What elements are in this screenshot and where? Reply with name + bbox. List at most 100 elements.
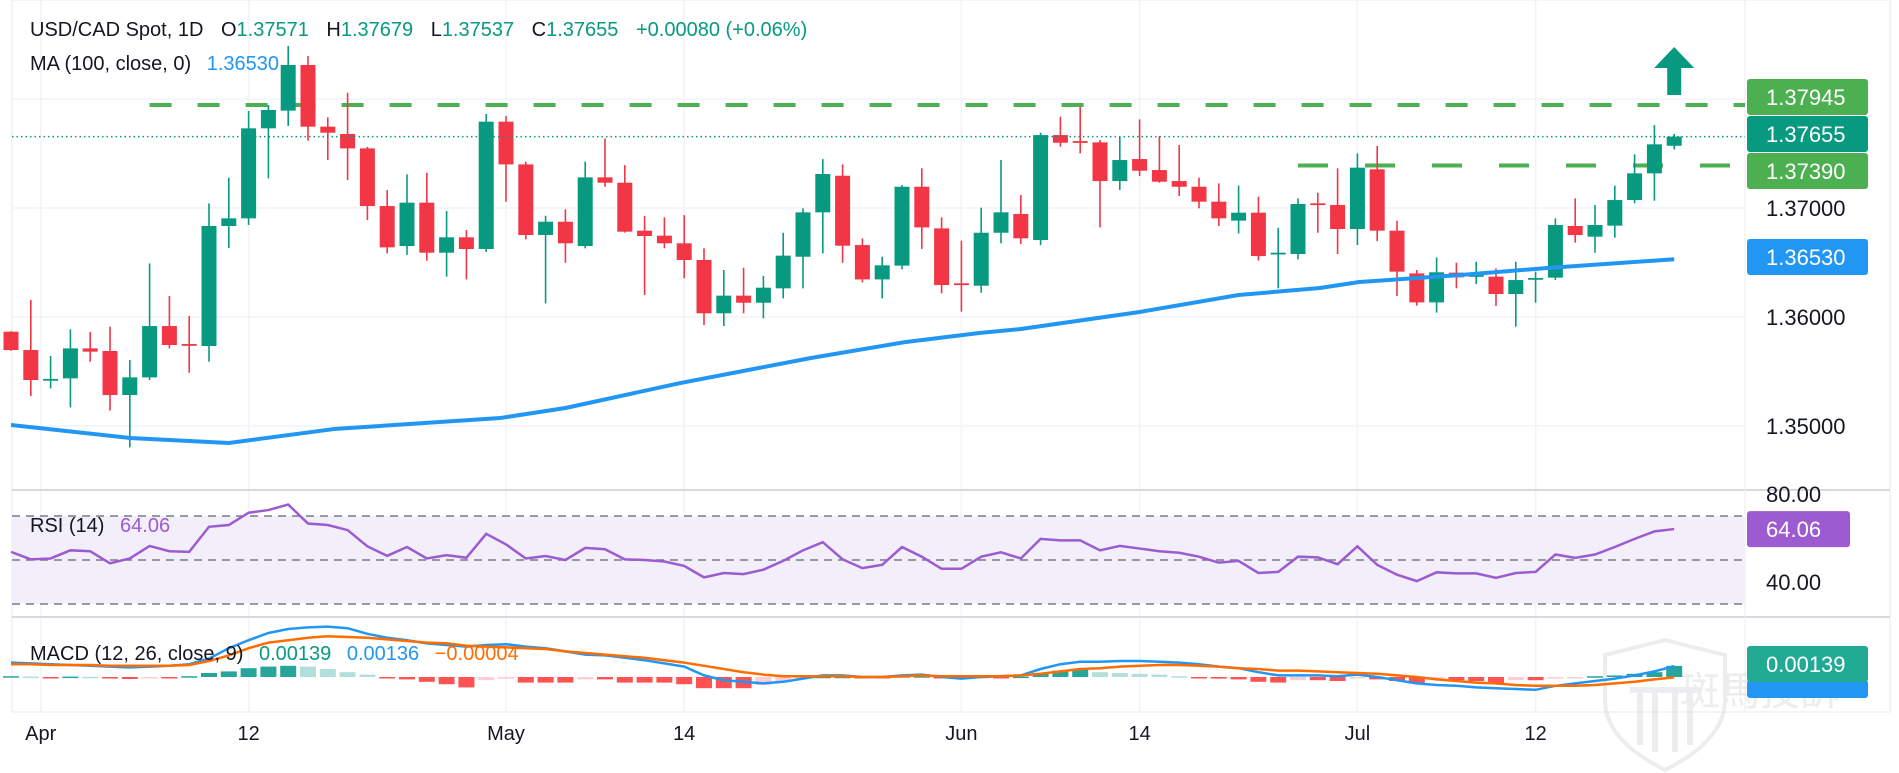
candle (716, 270, 732, 327)
macd-hist-bar (913, 676, 930, 678)
date-tick-label: 12 (237, 723, 259, 745)
macd-hist-value: 0.00139 (259, 643, 331, 665)
candle (1389, 220, 1405, 296)
price-levels (149, 102, 1745, 168)
candle-body (1646, 144, 1662, 174)
candle-body (1290, 203, 1306, 254)
candle (122, 360, 138, 448)
rsi-level-lines (12, 515, 1745, 605)
candle-body (637, 230, 653, 237)
candle-body (359, 148, 375, 207)
macd-hist-bar (418, 677, 435, 682)
macd-hist-bar (1646, 672, 1663, 677)
candle-body (280, 64, 296, 111)
macd-hist-bar (1507, 677, 1524, 681)
candle (953, 240, 969, 312)
candle (1151, 136, 1167, 183)
rsi-axis[interactable]: 80.00 40.00 (1766, 482, 1821, 595)
candle (498, 116, 514, 202)
macd-hist-bar (1270, 677, 1287, 683)
candle-body (1112, 160, 1128, 182)
candle-body (1270, 252, 1286, 255)
rsi-value-label: 64.06 (1747, 511, 1850, 548)
candle (1033, 132, 1049, 246)
macd-hist-bar (339, 672, 356, 677)
candle (1013, 195, 1029, 244)
candle-body (1627, 173, 1643, 201)
macd-hist-bar (656, 677, 673, 683)
macd-hist-bar (696, 677, 712, 689)
date-tick-label: Jul (1345, 723, 1371, 745)
candle-body (676, 243, 692, 260)
candle (973, 207, 989, 293)
macd-hist-bar (141, 677, 158, 679)
candle (1666, 133, 1682, 150)
rsi-value-label-text: 64.06 (1766, 517, 1821, 542)
rsi-tick-label: 40.00 (1766, 570, 1821, 595)
time-axis[interactable]: Apr 12 May 14 Jun 14 Jul 12 (25, 723, 1547, 745)
open-value: 1.37571 (237, 19, 309, 41)
candle (399, 174, 415, 255)
candle (617, 165, 633, 233)
macd-hist-bar (1210, 677, 1227, 679)
candle-body (1310, 203, 1326, 206)
symbol-title: USD/CAD Spot, 1D (30, 19, 203, 41)
candle-body (973, 232, 989, 286)
macd-hist-bar (102, 677, 118, 679)
candle-body (102, 351, 118, 396)
candle (736, 267, 752, 314)
macd-hist-bar (1250, 677, 1267, 682)
macd-hist-bar (1349, 677, 1366, 679)
price-tick-label: 1.37000 (1766, 196, 1846, 221)
macd-hist-bar (379, 677, 396, 679)
candle (458, 230, 474, 280)
candle (1191, 177, 1207, 209)
candle-body (1092, 142, 1108, 182)
macd-hist-bar (438, 677, 455, 685)
macd-hist-bar (22, 676, 39, 679)
candle (181, 316, 197, 373)
resistance-label-bg (1747, 79, 1868, 115)
candle-body (1409, 273, 1425, 303)
candle-body (161, 326, 177, 346)
candle (854, 238, 870, 283)
macd-value: 0.00136 (347, 643, 419, 665)
macd-hist-bar (1052, 670, 1069, 677)
candle-body (1250, 212, 1266, 257)
macd-hist-bar (319, 669, 336, 677)
macd-hist-bar (1151, 674, 1168, 677)
candle (656, 217, 672, 249)
last-price-label: 1.37655 (1747, 116, 1868, 152)
date-tick-label: 12 (1524, 723, 1546, 745)
candle (102, 326, 118, 411)
candle (1112, 136, 1128, 191)
candlesticks (3, 46, 1682, 448)
candle-body (1231, 212, 1247, 221)
ma-price-label-bg (1747, 239, 1868, 275)
candle (300, 56, 316, 141)
support-label-text: 1.37390 (1766, 159, 1846, 184)
candle-body (617, 182, 633, 232)
macd-hist-bar (1408, 677, 1425, 684)
candle (538, 215, 554, 304)
macd-hist-bar (62, 676, 79, 679)
candle (359, 146, 375, 220)
candle (1330, 168, 1346, 254)
candle (82, 332, 98, 362)
candle (1369, 145, 1385, 242)
date-tick-label: 14 (1128, 723, 1150, 745)
candle (835, 164, 851, 263)
candle-body (854, 245, 870, 280)
candle (260, 104, 276, 179)
candle (1171, 144, 1187, 197)
candle (1290, 198, 1306, 260)
last-price-label-bg (1747, 116, 1868, 152)
macd-hist-bar (1290, 677, 1306, 681)
price-axis[interactable]: 1.37000 1.36000 1.35000 (1766, 196, 1846, 439)
signal-line (11, 634, 1675, 688)
candle-body (3, 331, 19, 351)
candle-body (181, 344, 197, 346)
macd-hist-bar (42, 677, 59, 679)
ma-price-label-text: 1.36530 (1766, 245, 1846, 270)
